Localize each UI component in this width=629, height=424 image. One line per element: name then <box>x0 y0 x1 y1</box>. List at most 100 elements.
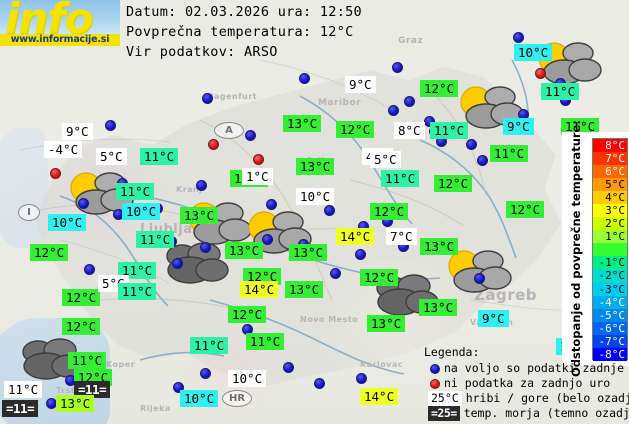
scale-band-1: 7°C <box>593 152 627 166</box>
temperature-label-mountain: 8°C <box>394 122 425 139</box>
temperature-label-normal: 14°C <box>360 388 399 405</box>
temperature-label-normal: 11°C <box>561 118 600 135</box>
legend-title: Legenda: <box>424 345 480 359</box>
temperature-label-normal: 11°C <box>68 352 107 369</box>
temperature-label-mountain: 7°C <box>386 228 417 245</box>
station-dot-available[interactable] <box>424 116 435 127</box>
scale-band-11: -3°C <box>593 282 627 296</box>
scale-band-9: -1°C <box>593 256 627 270</box>
station-dot-available[interactable] <box>105 120 116 131</box>
station-dot-available[interactable] <box>392 62 403 73</box>
temperature-label-normal: 10°C <box>122 203 161 220</box>
station-dot-available[interactable] <box>466 139 477 150</box>
scale-band-12: -4°C <box>593 295 627 309</box>
temperature-label-normal: 13°C <box>419 299 458 316</box>
header-date-time: Datum: 02.03.2026 ura: 12:50 <box>126 4 362 20</box>
country-code-marker: I <box>18 204 40 221</box>
temperature-label-normal: 13°C <box>283 115 322 132</box>
temperature-label-normal: 13°C <box>285 281 324 298</box>
legend-item-3: =25= temp. morja (temno ozadje) <box>424 406 629 421</box>
temperature-label-normal: 11°C <box>116 183 155 200</box>
temperature-label-normal: 10°C <box>48 214 87 231</box>
temperature-label-normal: 12°C <box>370 203 409 220</box>
station-dot-available[interactable] <box>356 373 367 384</box>
temperature-label-mountain: 9°C <box>345 76 376 93</box>
station-dot-available[interactable] <box>84 264 95 275</box>
temperature-label-normal: 13°C <box>420 238 459 255</box>
legend-item-text: temp. morja (temno ozadje) <box>463 406 629 420</box>
temperature-label-normal: 13°C <box>289 244 328 261</box>
station-dot-available[interactable] <box>202 93 213 104</box>
temperature-label-normal: 12°C <box>336 121 375 138</box>
temperature-label-sea: =11= <box>74 381 111 398</box>
temperature-label-normal: 12°C <box>30 244 69 261</box>
temperature-label-normal: 13°C <box>180 207 219 224</box>
temperature-label-normal: 14°C <box>240 281 279 298</box>
station-dot-available[interactable] <box>404 96 415 107</box>
station-dot-available[interactable] <box>513 32 524 43</box>
station-dot-available[interactable] <box>245 130 256 141</box>
station-dot-available[interactable] <box>299 73 310 84</box>
temperature-label-normal: 13°C <box>367 315 406 332</box>
temperature-label-normal: 10°C <box>180 390 219 407</box>
dark-chip-sample: =25= <box>428 406 460 421</box>
temperature-label-normal: 9°C <box>503 118 534 135</box>
station-dot-no-data[interactable] <box>535 68 546 79</box>
scale-band-15: -7°C <box>593 334 627 348</box>
temperature-label-normal: 12°C <box>506 201 545 218</box>
temperature-label-mountain: 11°C <box>4 381 43 398</box>
station-dot-available[interactable] <box>474 273 485 284</box>
red-dot-icon <box>430 378 440 389</box>
header-data-source: Vir podatkov: ARSO <box>126 44 278 60</box>
legend-item-0: na voljo so podatki zadnje ure <box>424 361 629 376</box>
legend: Legenda: na voljo so podatki zadnje uren… <box>424 345 629 421</box>
temperature-label-normal: 11°C <box>118 283 157 300</box>
scale-band-14: -6°C <box>593 321 627 335</box>
station-dot-no-data[interactable] <box>253 154 264 165</box>
temperature-label-normal: 12°C <box>434 175 473 192</box>
temperature-label-normal: 12°C <box>62 318 101 335</box>
station-dot-available[interactable] <box>172 258 183 269</box>
station-dot-available[interactable] <box>330 268 341 279</box>
temperature-label-normal: 11°C <box>190 337 229 354</box>
station-dot-available[interactable] <box>355 249 366 260</box>
station-dot-no-data[interactable] <box>208 139 219 150</box>
temperature-label-normal: 11°C <box>136 231 175 248</box>
temperature-label-normal: 11°C <box>490 145 529 162</box>
temperature-label-normal: 11°C <box>140 148 179 165</box>
temperature-label-mountain: 10°C <box>296 188 335 205</box>
station-dot-available[interactable] <box>266 199 277 210</box>
sun-cloud-icon <box>440 244 516 300</box>
scale-band-5: 3°C <box>593 204 627 218</box>
blue-dot-icon <box>430 363 440 374</box>
scale-band-13: -5°C <box>593 308 627 322</box>
temperature-label-normal: 12°C <box>420 80 459 97</box>
station-dot-available[interactable] <box>477 155 488 166</box>
legend-item-1: ni podatka za zadnjo uro <box>424 376 629 391</box>
site-logo[interactable]: info www.informacije.si <box>0 0 120 46</box>
scale-band-4: 4°C <box>593 191 627 205</box>
legend-item-text: ni podatka za zadnjo uro <box>444 376 611 390</box>
station-dot-available[interactable] <box>324 205 335 216</box>
station-dot-available[interactable] <box>262 234 273 245</box>
temperature-label-normal: 13°C <box>56 395 95 412</box>
temperature-label-mountain: 5°C <box>96 148 127 165</box>
temperature-label-normal: 11°C <box>381 170 420 187</box>
temperature-label-normal: 10°C <box>514 44 553 61</box>
station-dot-no-data[interactable] <box>50 168 61 179</box>
station-dot-available[interactable] <box>200 368 211 379</box>
station-dot-available[interactable] <box>200 242 211 253</box>
station-dot-available[interactable] <box>283 362 294 373</box>
station-dot-available[interactable] <box>388 105 399 116</box>
station-dot-available[interactable] <box>173 382 184 393</box>
station-dot-available[interactable] <box>314 378 325 389</box>
temperature-label-normal: 9°C <box>478 310 509 327</box>
scale-band-8 <box>593 243 627 257</box>
white-chip-sample: 25°C <box>428 391 462 406</box>
legend-item-text: hribi / gore (belo ozadje) <box>465 391 629 405</box>
station-dot-available[interactable] <box>78 198 89 209</box>
temperature-label-mountain: 10°C <box>228 370 267 387</box>
scale-band-3: 5°C <box>593 178 627 192</box>
station-dot-available[interactable] <box>196 180 207 191</box>
